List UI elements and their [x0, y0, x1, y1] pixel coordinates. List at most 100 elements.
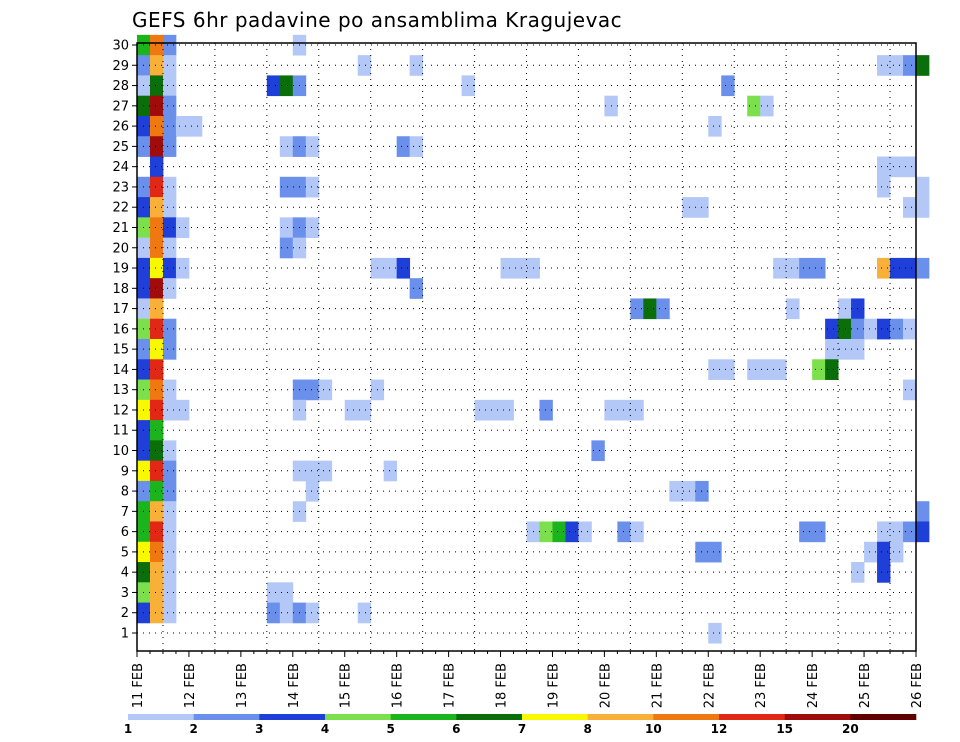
heatmap-cell	[357, 399, 372, 421]
heatmap-cell	[149, 278, 164, 299]
heatmap-cell	[903, 379, 917, 401]
heatmap-cell	[162, 75, 177, 97]
chart-title: GEFS 6hr padavine po ansamblima Kragujev…	[132, 8, 622, 32]
heatmap-cell	[162, 602, 177, 624]
heatmap-cell	[825, 318, 839, 340]
colorbar-swatch	[128, 714, 194, 720]
y-tick-label: 17	[112, 302, 129, 317]
heatmap-cell	[162, 339, 177, 360]
heatmap-cell	[500, 257, 514, 279]
heatmap-cell	[721, 359, 735, 380]
y-tick-label: 8	[121, 485, 129, 500]
heatmap-cell	[162, 55, 177, 76]
heatmap-cell	[149, 521, 164, 543]
heatmap-cell	[630, 521, 644, 543]
x-tick-label: 15 FEB	[339, 663, 354, 708]
heatmap-cell	[357, 602, 372, 624]
heatmap-cell	[162, 440, 177, 462]
heatmap-cell	[630, 298, 644, 320]
heatmap-cell	[838, 339, 852, 360]
heatmap-cell	[669, 480, 683, 502]
heatmap-cell	[825, 359, 839, 380]
heatmap-cell	[149, 480, 164, 502]
heatmap-cell	[786, 257, 800, 279]
colorbar-swatch	[259, 714, 326, 720]
heatmap-cell	[747, 95, 761, 117]
colorbar-label: 2	[189, 722, 197, 736]
y-tick-label: 21	[112, 221, 129, 236]
heatmap-cell	[149, 298, 164, 320]
x-tick-label: 19 FEB	[546, 663, 561, 708]
y-tick-label: 22	[112, 201, 129, 216]
heatmap-cell	[578, 521, 592, 543]
heatmap-cell	[643, 298, 657, 320]
heatmap-cell	[266, 75, 281, 97]
heatmap-cell	[279, 582, 294, 603]
heatmap-cell	[864, 541, 878, 563]
x-tick-label: 26 FEB	[910, 663, 925, 708]
heatmap-cell	[149, 34, 164, 56]
heatmap-cell	[513, 257, 527, 279]
heatmap-cell	[409, 136, 424, 157]
heatmap-cell	[786, 298, 800, 320]
heatmap-cell	[877, 562, 891, 583]
heatmap-cell	[747, 359, 761, 380]
x-tick-label: 18 FEB	[495, 663, 510, 708]
y-tick-label: 23	[112, 180, 129, 195]
heatmap-cell	[149, 95, 164, 117]
y-tick-label: 4	[121, 566, 129, 581]
heatmap-cell	[149, 582, 164, 603]
y-tick-label: 20	[112, 241, 129, 256]
heatmap-cell	[162, 318, 177, 340]
heatmap-cell	[864, 318, 878, 340]
heatmap-cell	[383, 257, 398, 279]
heatmap-cell	[149, 217, 164, 239]
heatmap-cell	[890, 156, 904, 178]
heatmap-cell	[838, 298, 852, 320]
heatmap-cell	[812, 521, 826, 543]
heatmap-cell	[916, 197, 930, 218]
heatmap-cell	[812, 359, 826, 380]
heatmap-cell	[318, 379, 333, 401]
heatmap-cell	[279, 136, 294, 157]
heatmap-cell	[162, 521, 177, 543]
x-axis: 11 FEB 12 FEB 13 FEB 14 FEB 15 FEB 16 FEB 17 F…	[131, 651, 925, 708]
heatmap-cell	[617, 521, 631, 543]
heatmap-cell	[149, 339, 164, 360]
colorbar-label: 20	[842, 722, 859, 736]
y-tick-label: 25	[112, 140, 129, 155]
heatmap-cell	[877, 257, 891, 279]
y-tick-label: 18	[112, 282, 129, 297]
heatmap-cell	[175, 217, 190, 239]
y-tick-label: 3	[121, 586, 129, 601]
x-tick-label: 13 FEB	[235, 663, 250, 708]
x-tick-label: 23 FEB	[754, 663, 769, 708]
heatmap-cell	[877, 318, 891, 340]
heatmap-cell	[903, 156, 917, 178]
y-tick-label: 9	[121, 464, 129, 479]
heatmap-cell	[162, 460, 177, 482]
heatmap-cell	[279, 217, 294, 239]
heatmap-cell	[149, 501, 164, 522]
colorbar-label: 12	[711, 722, 728, 736]
heatmap-cell	[149, 136, 164, 157]
x-tick-label: 22 FEB	[702, 663, 717, 708]
x-tick-label: 16 FEB	[391, 663, 406, 708]
colorbar-label: 4	[321, 722, 329, 736]
heatmap-cell	[890, 541, 904, 563]
heatmap-cell	[266, 582, 281, 603]
x-tick-label: 20 FEB	[598, 663, 613, 708]
heatmap-cell	[305, 136, 320, 157]
heatmap-cell	[149, 156, 164, 178]
colorbar-label: 10	[645, 722, 662, 736]
heatmap-cell	[903, 257, 917, 279]
heatmap-cell	[838, 318, 852, 340]
colorbar-swatch	[719, 714, 785, 720]
y-axis: 1234567891011121314151617181920212223242…	[112, 39, 137, 642]
colorbar-swatch	[522, 714, 588, 720]
colorbar-swatch	[193, 714, 260, 720]
y-tick-label: 7	[121, 505, 129, 520]
heatmap-cell	[617, 399, 631, 421]
y-tick-label: 30	[112, 39, 129, 54]
heatmap-cell	[396, 257, 411, 279]
